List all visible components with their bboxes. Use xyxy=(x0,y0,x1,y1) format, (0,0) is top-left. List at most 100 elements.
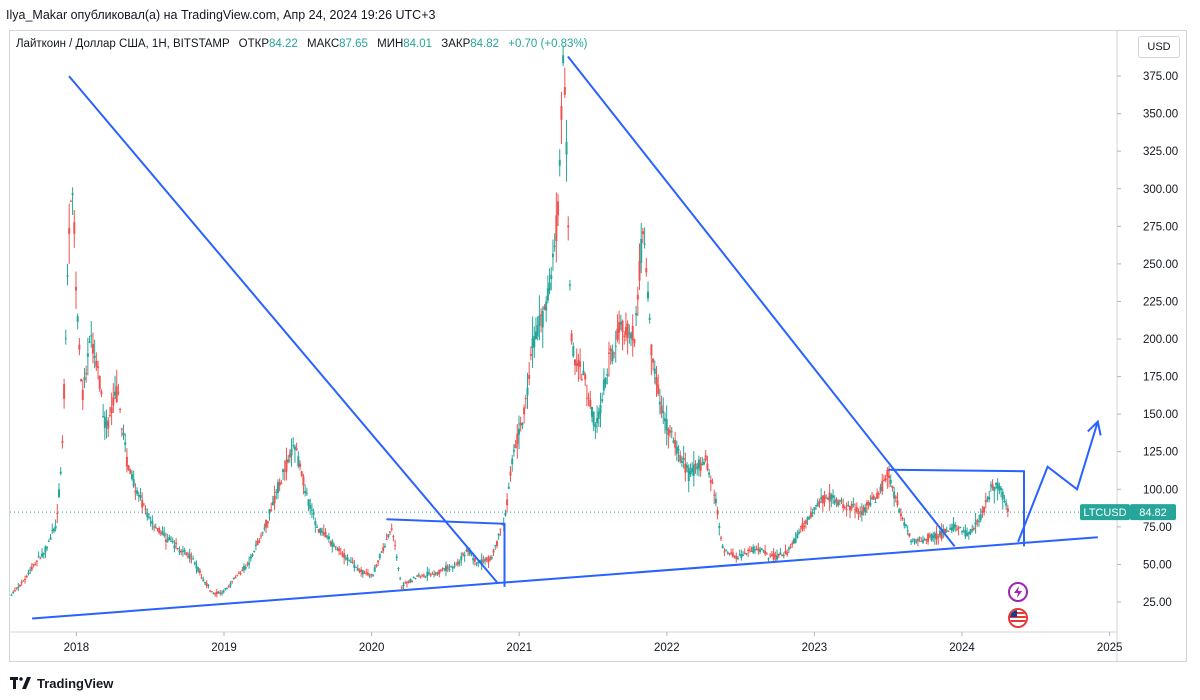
candle-body xyxy=(932,535,935,538)
candle-body xyxy=(944,528,947,534)
price-tag: LTCUSD 84.82 xyxy=(1080,504,1176,521)
candle-body xyxy=(253,550,256,553)
candle-body xyxy=(326,536,329,538)
candle-body xyxy=(818,501,821,504)
candle-body xyxy=(458,561,461,563)
candle-body xyxy=(226,587,229,589)
candle-body xyxy=(555,215,558,241)
price-tick-label: 325.00 xyxy=(1143,146,1178,158)
candle-body xyxy=(582,370,585,375)
candle-body xyxy=(222,590,225,593)
candle-body xyxy=(436,573,439,575)
candle-body xyxy=(828,492,831,502)
candle-body xyxy=(966,532,969,536)
candle-body xyxy=(769,555,772,557)
us-flag-icon[interactable] xyxy=(1008,608,1028,628)
candle-body xyxy=(480,559,483,565)
candle-body xyxy=(546,288,549,301)
candle-body xyxy=(422,575,425,577)
candle-body xyxy=(587,397,590,399)
candle-body xyxy=(509,471,512,476)
candle-body xyxy=(723,551,726,553)
candle-body xyxy=(125,456,128,467)
candle-body xyxy=(78,344,81,350)
candle-body xyxy=(336,548,339,550)
candle-body xyxy=(679,455,682,462)
candle-body xyxy=(51,529,54,531)
candle-body xyxy=(524,398,527,400)
candle-body xyxy=(548,282,551,291)
price-tag-symbol-bg xyxy=(1080,504,1130,521)
price-tick-label: 25.00 xyxy=(1143,597,1172,609)
candle-body xyxy=(431,573,434,575)
candle-body xyxy=(495,541,498,547)
candle-body xyxy=(54,525,57,529)
candle-body xyxy=(375,564,378,567)
lightning-icon[interactable] xyxy=(1008,582,1028,602)
candle-body xyxy=(137,494,140,497)
drawing-descending-line-1 xyxy=(68,75,498,584)
candle-body xyxy=(373,567,376,572)
candle-body xyxy=(417,574,420,576)
candle-body xyxy=(663,418,666,422)
candle-body xyxy=(487,559,490,563)
lightning-glyph xyxy=(1014,586,1022,598)
time-tick-label: 2024 xyxy=(949,642,975,654)
candle-body xyxy=(142,503,145,505)
candle-body xyxy=(254,544,257,546)
candle-body xyxy=(175,542,178,545)
candle-body xyxy=(691,467,694,472)
candle-body xyxy=(134,490,137,493)
candle-body xyxy=(517,428,520,435)
candle-body xyxy=(455,564,458,566)
candle-body xyxy=(212,592,215,594)
candle-body xyxy=(66,275,69,277)
candle-body xyxy=(249,556,252,559)
candle-body xyxy=(434,572,437,575)
candle-body xyxy=(876,492,879,499)
candle-body xyxy=(56,512,59,515)
footer-brand[interactable]: TradingView xyxy=(10,674,113,692)
candle-body xyxy=(675,446,678,454)
candle-body xyxy=(41,553,44,557)
candle-body xyxy=(748,549,751,551)
time-tick-label: 2023 xyxy=(802,642,828,654)
candle-body xyxy=(187,556,190,558)
candle-body xyxy=(852,504,855,506)
candle-body xyxy=(176,548,179,550)
candle-body xyxy=(472,558,475,561)
candle-body xyxy=(592,411,595,426)
price-chart[interactable]: 25.00 50.00 75.00 100.00 125.00 150.00 175.00 2… xyxy=(10,31,1186,661)
candle-body xyxy=(821,495,824,504)
candle-body xyxy=(395,556,398,559)
candle-body xyxy=(908,533,911,537)
candle-body xyxy=(475,563,478,565)
drawing-support-line xyxy=(32,536,1098,620)
candle-body xyxy=(891,485,894,488)
candle-body xyxy=(786,552,789,555)
candle-body xyxy=(563,86,566,95)
candle-body xyxy=(652,358,655,363)
candle-body xyxy=(295,448,298,451)
candle-body xyxy=(845,509,848,511)
candle-body xyxy=(1001,491,1004,500)
candle-body xyxy=(355,566,358,568)
candle-body xyxy=(560,106,563,120)
candle-body xyxy=(838,499,841,502)
candle-body xyxy=(743,552,746,554)
candle-body xyxy=(562,55,565,64)
candle-body xyxy=(473,558,476,562)
candle-body xyxy=(687,467,690,482)
low-label: МИН xyxy=(377,38,404,50)
candle-body xyxy=(438,569,441,575)
candle-body xyxy=(392,536,395,538)
candle-body xyxy=(784,550,787,554)
candle-body xyxy=(348,560,351,562)
candle-body xyxy=(1000,488,1003,491)
candle-body xyxy=(154,527,157,529)
currency-button[interactable]: USD xyxy=(1138,36,1180,58)
candle-body xyxy=(628,332,631,334)
candle-body xyxy=(424,576,427,578)
candle-body xyxy=(815,505,818,507)
candle-body xyxy=(869,502,872,506)
